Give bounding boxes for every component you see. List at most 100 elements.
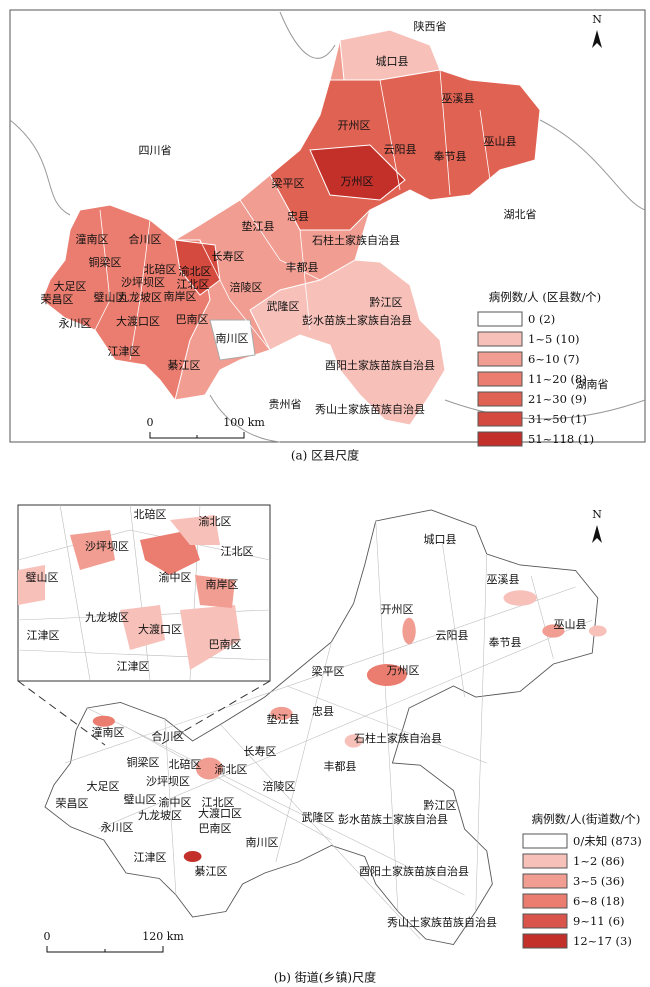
place-label: 酉阳土家族苗族自治县 xyxy=(359,864,469,878)
place-label: 大渡口区 xyxy=(198,806,242,820)
place-label: 万州区 xyxy=(387,664,420,677)
district-borders xyxy=(89,69,491,361)
place-label: 秀山土家族苗族自治县 xyxy=(387,915,497,929)
place-label: 巫溪县 xyxy=(442,92,475,105)
north-arrow: N xyxy=(592,508,602,543)
legend-item: 1~5 (10) xyxy=(528,332,580,346)
place-label: 湖北省 xyxy=(504,208,537,221)
region xyxy=(309,144,406,201)
place-label: 南川区 xyxy=(216,332,249,345)
legend-swatch xyxy=(477,391,523,407)
place-label: 潼南区 xyxy=(92,725,125,739)
place-label: 江津区 xyxy=(134,851,167,864)
place-label: 北碚区 xyxy=(134,507,167,521)
inset-connector xyxy=(17,680,271,746)
place-label: 江北区 xyxy=(177,278,210,291)
place-label: 南岸区 xyxy=(206,578,239,591)
place-label: 彭水苗族土家族自治县 xyxy=(338,812,448,826)
place-label: 石柱土家族自治县 xyxy=(312,233,400,247)
caption: (a) 区县尺度 xyxy=(291,448,359,463)
place-label: 合川区 xyxy=(129,232,162,246)
place-label: 潼南区 xyxy=(76,232,109,246)
place-label: 渝中区 xyxy=(159,570,192,584)
legend-item: 6~8 (18) xyxy=(573,894,625,908)
legend-swatch xyxy=(477,371,523,387)
place-label: 城口县 xyxy=(376,55,409,68)
place-label: 城口县 xyxy=(424,533,457,546)
place-label: 长寿区 xyxy=(212,249,245,263)
place-label: 酉阳土家族苗族自治县 xyxy=(325,358,435,372)
place-label: 沙坪坝区 xyxy=(146,774,190,788)
legend-item: 6~10 (7) xyxy=(528,352,580,366)
place-label: 黔江区 xyxy=(424,798,457,812)
place-label: 大足区 xyxy=(54,279,87,293)
place-label: 永川区 xyxy=(59,316,92,330)
legend-item: 3~5 (36) xyxy=(573,874,625,888)
place-label: 奉节县 xyxy=(434,149,467,163)
place-label: 云阳县 xyxy=(384,143,417,156)
place-label: 秀山土家族苗族自治县 xyxy=(315,402,425,416)
inset-map xyxy=(17,504,271,681)
place-label: 陕西省 xyxy=(414,19,447,33)
place-label: 武隆区 xyxy=(302,810,335,824)
place-label: 大足区 xyxy=(87,779,120,793)
legend-swatch xyxy=(477,331,523,347)
scale-label: 100 km xyxy=(223,416,265,429)
place-label: 北碚区 xyxy=(169,757,202,771)
place-label: 渝北区 xyxy=(179,264,212,278)
place-label: 璧山区 xyxy=(124,792,157,806)
case-areas xyxy=(92,590,607,862)
place-label: 铜梁区 xyxy=(127,755,160,769)
place-label: 丰都县 xyxy=(286,261,319,274)
place-label: 巫溪县 xyxy=(487,573,520,586)
place-label: 巴南区 xyxy=(199,822,232,835)
place-label: 贵州省 xyxy=(269,398,302,411)
place-label: 北碚区 xyxy=(144,262,177,276)
place-label: 垫江县 xyxy=(267,712,300,726)
north-label: N xyxy=(592,13,602,26)
region xyxy=(209,319,256,361)
frame xyxy=(9,9,646,443)
legend-swatch xyxy=(477,411,523,427)
legend-item: 0/未知 (873) xyxy=(573,834,642,848)
scale-bar xyxy=(149,432,245,439)
place-label: 璧山区 xyxy=(94,290,127,304)
place-label: 涪陵区 xyxy=(230,280,263,294)
panel-a: N xyxy=(9,9,646,443)
place-label: 南岸区 xyxy=(164,290,197,303)
place-label: 江津区 xyxy=(27,629,60,642)
place-label: 武隆区 xyxy=(267,299,300,313)
legend-item: 0 (2) xyxy=(528,312,555,326)
place-label: 荣昌区 xyxy=(41,293,74,306)
legend-swatch xyxy=(477,351,523,367)
place-label: 巫山县 xyxy=(554,618,587,631)
place-label: 彭水苗族土家族自治县 xyxy=(302,313,412,327)
place-label: 大渡口区 xyxy=(116,314,160,328)
place-label: 江北区 xyxy=(202,796,235,809)
place-label: 南川区 xyxy=(246,836,279,849)
place-label: 万州区 xyxy=(341,175,374,188)
legend-item: 1~2 (86) xyxy=(573,854,625,868)
legend-swatch xyxy=(477,311,523,327)
place-label: 渝北区 xyxy=(215,762,248,776)
place-label: 涪陵区 xyxy=(263,779,296,793)
north-label: N xyxy=(592,508,602,521)
street-borders xyxy=(64,520,593,940)
place-label: 巫山县 xyxy=(484,135,517,148)
legend-swatch xyxy=(522,833,568,849)
place-label: 奉节县 xyxy=(489,635,522,649)
legend: 病例数/人(街道数/个) 0/未知 (873) 1~2 (86) 3~5 (36) 6~… xyxy=(522,812,642,949)
place-label: 黔江区 xyxy=(370,295,403,309)
legend-swatch xyxy=(477,431,523,447)
legend-item: 12~17 (3) xyxy=(573,934,632,948)
place-label: 荣昌区 xyxy=(56,797,89,810)
legend-item: 21~30 (9) xyxy=(528,392,587,406)
scale-label: 0 xyxy=(147,416,154,429)
place-label: 九龙坡区 xyxy=(118,291,162,304)
place-label: 九龙坡区 xyxy=(85,611,129,624)
place-label: 巴南区 xyxy=(209,638,242,651)
place-label: 璧山区 xyxy=(26,570,59,584)
legend-item: 9~11 (6) xyxy=(573,914,625,928)
north-arrow: N xyxy=(592,13,602,48)
